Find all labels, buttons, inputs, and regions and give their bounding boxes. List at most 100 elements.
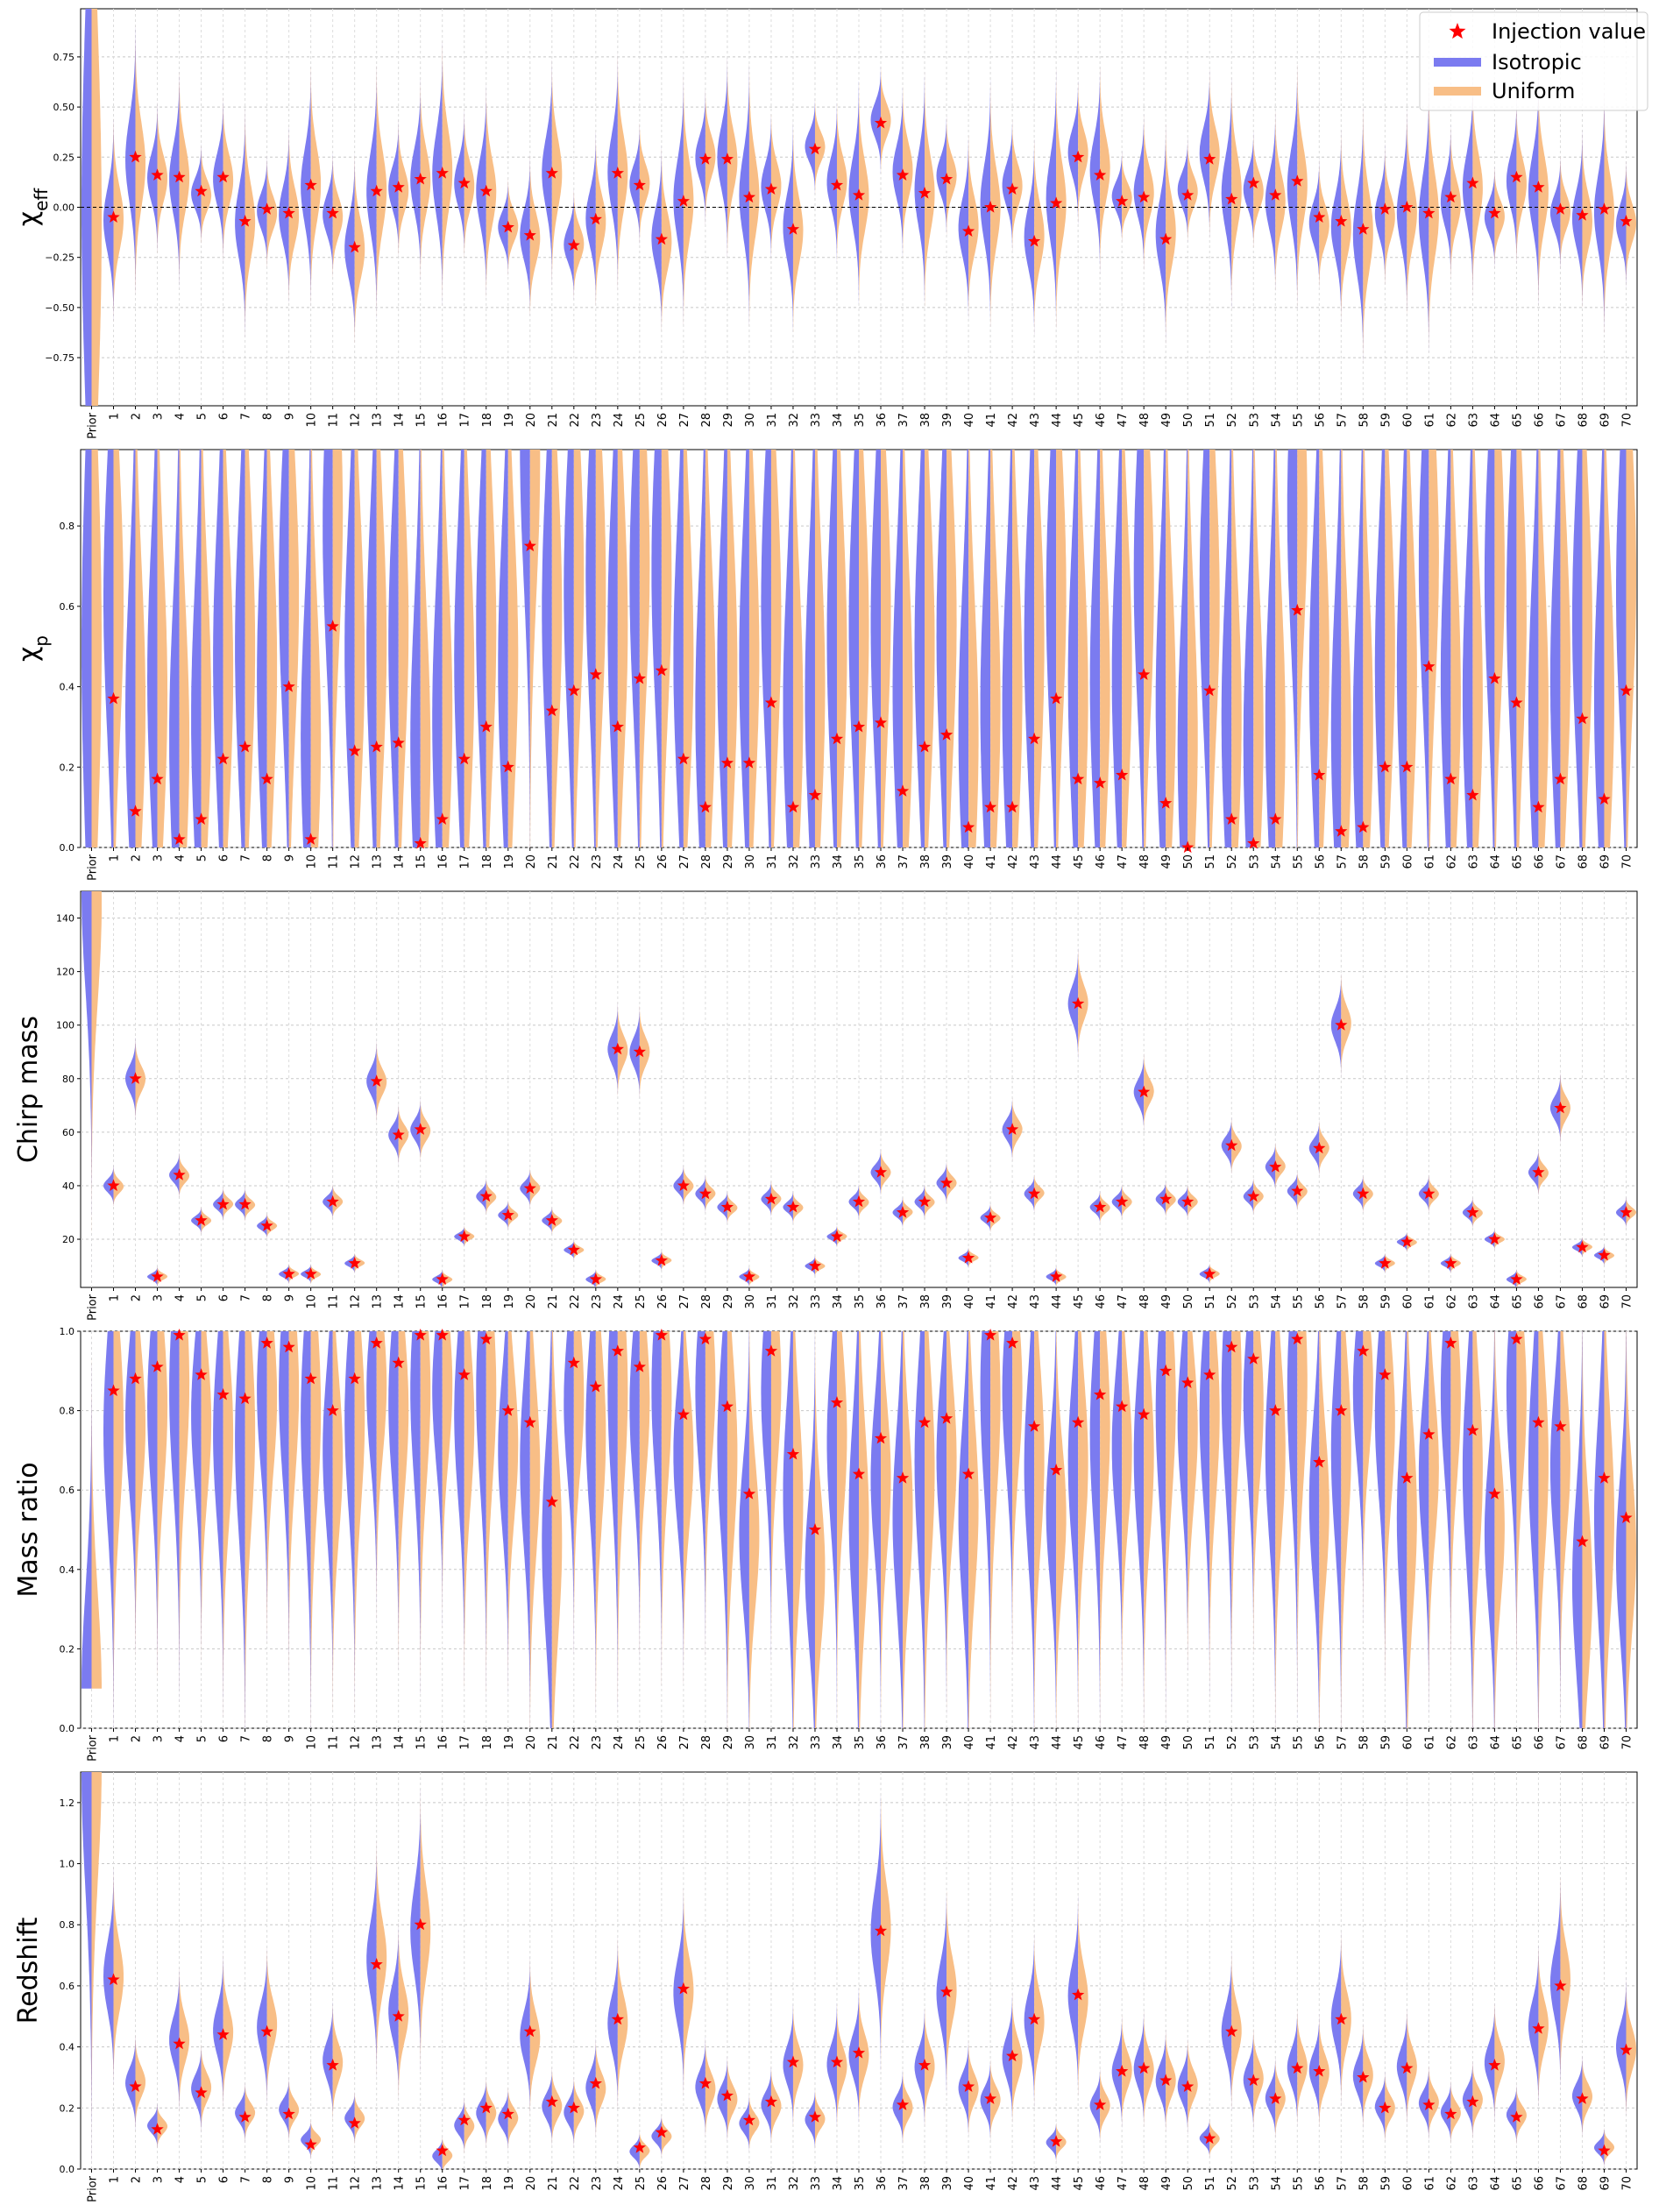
violin-53 bbox=[1243, 2029, 1264, 2131]
violin-isotropic-half bbox=[498, 1200, 508, 1230]
violin-18 bbox=[476, 1178, 497, 1216]
violin-uniform-half bbox=[683, 1889, 694, 2096]
injection-star-1 bbox=[107, 1973, 120, 1985]
violin-isotropic-half bbox=[1046, 69, 1057, 329]
violin-uniform-half bbox=[814, 1331, 826, 1728]
violin-uniform-half bbox=[223, 1331, 234, 1717]
violin-isotropic-half bbox=[191, 143, 202, 244]
violin-uniform-half bbox=[288, 1331, 300, 1680]
violin-24 bbox=[607, 53, 628, 291]
violin-uniform-half bbox=[1319, 1120, 1329, 1176]
x-tick-label: 9 bbox=[284, 1735, 297, 1742]
violin-20 bbox=[520, 1168, 541, 1209]
x-tick-label: 37 bbox=[897, 2176, 911, 2191]
x-tick-label: 34 bbox=[832, 1735, 845, 1750]
injection-star-47 bbox=[1116, 1400, 1129, 1413]
violin-uniform-half bbox=[507, 1200, 519, 1230]
violin-uniform-half bbox=[727, 2056, 738, 2142]
x-tick-label: 61 bbox=[1423, 1294, 1436, 1309]
x-tick-label: 8 bbox=[262, 2176, 275, 2183]
x-tick-label: 69 bbox=[1599, 1735, 1612, 1750]
violin-uniform-half bbox=[1429, 1331, 1439, 1714]
violin-26 bbox=[651, 450, 672, 847]
violin-52 bbox=[1221, 77, 1242, 309]
violin-isotropic-half bbox=[1616, 1196, 1627, 1229]
violin-47 bbox=[1111, 2015, 1132, 2129]
violin-isotropic-half bbox=[301, 66, 311, 307]
x-tick-label: 38 bbox=[919, 854, 932, 869]
violin-uniform-half bbox=[354, 1252, 365, 1274]
injection-star-2 bbox=[129, 1372, 142, 1385]
x-tick-label: 43 bbox=[1029, 1735, 1042, 1750]
injection-star-7 bbox=[238, 1392, 252, 1405]
violin-isotropic-half bbox=[629, 450, 640, 847]
violin-uniform-half bbox=[1297, 450, 1308, 847]
violin-uniform-half bbox=[1407, 1231, 1417, 1252]
violin-55 bbox=[1287, 64, 1308, 309]
violin-2 bbox=[125, 2035, 145, 2131]
violin-isotropic-half bbox=[1330, 450, 1342, 847]
x-tick-label: 57 bbox=[1336, 1294, 1349, 1309]
injection-star-50 bbox=[1181, 1376, 1195, 1388]
violin-15 bbox=[410, 1331, 431, 1694]
violin-uniform-half bbox=[990, 80, 1001, 327]
violin-27 bbox=[673, 450, 694, 847]
violin-30 bbox=[739, 450, 760, 847]
violin-isotropic-half bbox=[1308, 1120, 1320, 1176]
violin-isotropic-half bbox=[169, 450, 180, 847]
violin-isotropic-half bbox=[1024, 450, 1035, 847]
x-tick-label: 53 bbox=[1248, 854, 1261, 869]
y-tick-label: 20 bbox=[62, 1234, 74, 1245]
violin-isotropic-half bbox=[1374, 1252, 1386, 1274]
injection-star-36 bbox=[874, 1431, 888, 1444]
violin-41 bbox=[980, 1331, 1001, 1720]
violin-14 bbox=[388, 1331, 409, 1670]
y-tick-label: 0.8 bbox=[60, 521, 75, 532]
violin-59 bbox=[1374, 450, 1395, 847]
violin-uniform-half bbox=[1626, 161, 1636, 287]
violin-63 bbox=[1462, 450, 1483, 847]
violin-uniform-half bbox=[639, 1005, 650, 1099]
x-tick-label: 29 bbox=[722, 2176, 735, 2191]
violin-45 bbox=[1067, 947, 1088, 1060]
violin-58 bbox=[1352, 106, 1373, 363]
violin-49 bbox=[1155, 2029, 1176, 2132]
x-tick-label: 66 bbox=[1533, 2176, 1546, 2191]
injection-star-62 bbox=[1444, 2107, 1457, 2120]
x-tick-label: 52 bbox=[1226, 2176, 1239, 2191]
violin-isotropic-half bbox=[1594, 1244, 1605, 1266]
violin-isotropic-half bbox=[147, 1331, 158, 1682]
x-tick-label: 26 bbox=[656, 854, 670, 869]
violin-uniform-half bbox=[1253, 2029, 1264, 2131]
violin-isotropic-half bbox=[1024, 139, 1035, 335]
violin-42 bbox=[1002, 1331, 1023, 1655]
violin-isotropic-half bbox=[673, 1331, 684, 1684]
injection-star-59 bbox=[1379, 1257, 1392, 1269]
violin-uniform-half bbox=[354, 2091, 365, 2145]
x-tick-label: 47 bbox=[1117, 413, 1130, 428]
violin-41 bbox=[980, 2060, 1001, 2141]
violin-60 bbox=[1396, 1231, 1417, 1252]
violin-60 bbox=[1396, 450, 1417, 847]
violin-isotropic-half bbox=[914, 2007, 925, 2127]
violin-12 bbox=[344, 153, 365, 343]
violin-uniform-half bbox=[595, 131, 606, 306]
x-tick-label: 58 bbox=[1358, 1294, 1371, 1309]
injection-star-14 bbox=[392, 2010, 405, 2022]
x-tick-label: 63 bbox=[1467, 1735, 1480, 1750]
violin-uniform-half bbox=[1144, 2010, 1154, 2127]
injection-star-51 bbox=[1203, 684, 1216, 697]
x-tick-label: 38 bbox=[919, 2176, 932, 2191]
x-tick-label: 39 bbox=[941, 854, 954, 869]
x-tick-label: 62 bbox=[1445, 1735, 1458, 1750]
injection-star-35 bbox=[852, 2046, 866, 2059]
violin-isotropic-half bbox=[848, 81, 859, 304]
x-tick-label: 12 bbox=[350, 2176, 363, 2191]
x-tick-label: 18 bbox=[481, 2176, 494, 2191]
injection-star-30 bbox=[742, 1270, 756, 1282]
violin-uniform-half bbox=[1626, 450, 1636, 847]
violin-isotropic-half bbox=[717, 1331, 727, 1728]
x-tick-label: 64 bbox=[1489, 2176, 1502, 2191]
x-tick-label: 50 bbox=[1182, 1735, 1195, 1750]
